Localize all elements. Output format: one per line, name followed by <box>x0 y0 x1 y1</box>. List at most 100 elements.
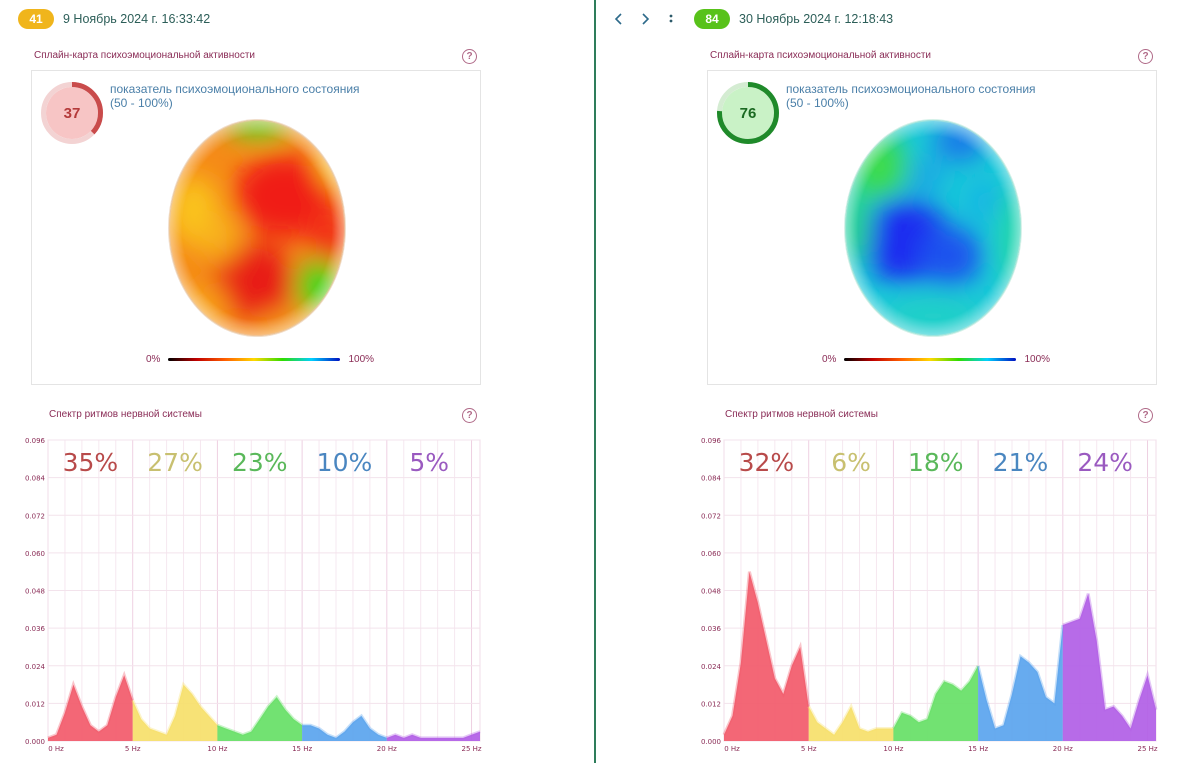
chevron-right-icon[interactable] <box>634 8 656 30</box>
band-area-4 <box>978 625 1063 741</box>
x-tick-label: 10 Hz <box>883 745 903 753</box>
y-tick-label: 0.024 <box>701 663 722 671</box>
spectrum-chart-svg: 0.000 0.012 0.024 0.036 0.048 0.060 0.072 0.084… <box>701 437 1158 753</box>
scale-min: 0% <box>146 354 161 365</box>
index-label: показатель психоэмоционального состояния… <box>786 82 1036 110</box>
help-icon[interactable]: ? <box>1138 49 1153 64</box>
band-outline-4 <box>302 713 388 740</box>
y-tick-label: 0.096 <box>25 437 46 445</box>
index-range: (50 - 100%) <box>110 96 173 110</box>
band-percent-4: 10% <box>317 448 373 477</box>
left-header: 41 9 Ноябрь 2024 г. 16:33:42 <box>18 8 210 30</box>
head-spline-map <box>168 119 346 337</box>
scale-min: 0% <box>822 354 837 365</box>
band-percent-3: 23% <box>232 448 288 477</box>
x-tick-label: 15 Hz <box>292 745 312 753</box>
spectrum-chart-svg: 0.000 0.012 0.024 0.036 0.048 0.060 0.072 0.084… <box>25 437 482 753</box>
band-area-1 <box>724 571 809 741</box>
head-spline-map <box>844 119 1022 337</box>
session-date: 9 Ноябрь 2024 г. 16:33:42 <box>63 12 211 26</box>
y-tick-label: 0.000 <box>701 738 721 746</box>
left-panel: 41 9 Ноябрь 2024 г. 16:33:42 Сплайн-карт… <box>0 0 594 763</box>
band-area-5 <box>1062 593 1156 741</box>
y-tick-label: 0.084 <box>701 475 722 483</box>
index-range: (50 - 100%) <box>786 96 849 110</box>
chevron-left-icon[interactable] <box>608 8 630 30</box>
x-tick-label: 20 Hz <box>377 745 397 753</box>
x-tick-label: 25 Hz <box>1137 745 1157 753</box>
state-gauge: 76 <box>716 81 780 145</box>
gauge-value: 76 <box>739 104 757 122</box>
score-badge: 41 <box>18 9 54 29</box>
x-tick-label: 5 Hz <box>801 745 817 753</box>
y-tick-label: 0.024 <box>25 663 46 671</box>
band-area-4 <box>302 715 387 741</box>
color-scale: 0% 100% <box>146 354 374 365</box>
band-outline-1 <box>722 571 811 736</box>
band-percent-3: 18% <box>908 448 964 477</box>
score-badge: 84 <box>694 9 730 29</box>
band-outline-5 <box>386 730 481 740</box>
y-tick-label: 0.036 <box>701 625 722 633</box>
band-outline-3 <box>216 694 303 737</box>
y-tick-label: 0.000 <box>25 738 45 746</box>
panel-divider <box>594 0 596 763</box>
gauge-value: 37 <box>63 104 81 122</box>
spline-map-title: Сплайн-карта психоэмоциональной активнос… <box>34 50 255 61</box>
y-tick-label: 0.048 <box>701 588 721 596</box>
band-outline-5 <box>1062 593 1158 732</box>
band-percent-1: 32% <box>739 448 795 477</box>
scale-gradient <box>168 358 341 361</box>
state-gauge: 37 <box>40 81 104 145</box>
session-navigation <box>608 8 686 30</box>
x-tick-label: 15 Hz <box>968 745 988 753</box>
more-vertical-icon[interactable] <box>660 8 682 30</box>
y-tick-label: 0.096 <box>701 437 722 445</box>
spline-map-title: Сплайн-карта психоэмоциональной активнос… <box>710 50 931 61</box>
band-percent-2: 27% <box>147 448 203 477</box>
band-area-1 <box>48 675 133 741</box>
scale-max: 100% <box>1024 354 1051 365</box>
color-scale: 0% 100% <box>822 354 1050 365</box>
band-outline-2 <box>131 681 219 737</box>
spectrum-title: Спектр ритмов нервной системы <box>725 409 878 420</box>
y-tick-label: 0.036 <box>25 625 46 633</box>
index-label: показатель психоэмоционального состояния… <box>110 82 360 110</box>
band-percent-5: 5% <box>409 448 449 477</box>
help-icon[interactable]: ? <box>462 408 477 423</box>
x-tick-label: 10 Hz <box>207 745 227 753</box>
spectrum-chart: 0.000 0.012 0.024 0.036 0.048 0.060 0.072 0.084… <box>686 430 1166 763</box>
y-tick-label: 0.072 <box>25 512 45 520</box>
x-tick-label: 20 Hz <box>1053 745 1073 753</box>
help-icon[interactable]: ? <box>1138 408 1153 423</box>
band-area-5 <box>386 731 480 741</box>
y-tick-label: 0.084 <box>25 475 46 483</box>
index-label-text: показатель психоэмоционального состояния <box>786 82 1036 96</box>
scale-gradient <box>844 358 1017 361</box>
y-tick-label: 0.072 <box>701 512 721 520</box>
band-outline-4 <box>976 624 1065 731</box>
x-tick-label: 0 Hz <box>724 745 740 753</box>
band-percent-1: 35% <box>63 448 119 477</box>
session-date: 30 Ноябрь 2024 г. 12:18:43 <box>739 12 894 26</box>
x-tick-label: 0 Hz <box>48 745 64 753</box>
scale-max: 100% <box>348 354 375 365</box>
help-icon[interactable]: ? <box>462 49 477 64</box>
band-outline-2 <box>807 702 894 737</box>
y-tick-label: 0.012 <box>25 700 45 708</box>
band-area-3 <box>217 697 303 741</box>
right-header: 84 30 Ноябрь 2024 г. 12:18:43 <box>694 8 893 30</box>
band-percent-2: 6% <box>831 448 871 477</box>
band-outline-1 <box>47 670 135 740</box>
band-area-3 <box>893 665 979 741</box>
x-tick-label: 5 Hz <box>125 745 141 753</box>
band-outline-3 <box>892 665 980 730</box>
x-tick-label: 25 Hz <box>461 745 481 753</box>
band-percent-5: 24% <box>1077 448 1133 477</box>
y-tick-label: 0.048 <box>25 588 45 596</box>
spline-map-card: 76 показатель психоэмоционального состоя… <box>707 70 1157 385</box>
right-panel: 84 30 Ноябрь 2024 г. 12:18:43 Сплайн-кар… <box>676 0 1200 763</box>
band-area-2 <box>132 684 218 741</box>
index-label-text: показатель психоэмоционального состояния <box>110 82 360 96</box>
spectrum-chart: 0.000 0.012 0.024 0.036 0.048 0.060 0.072 0.084… <box>10 430 490 763</box>
